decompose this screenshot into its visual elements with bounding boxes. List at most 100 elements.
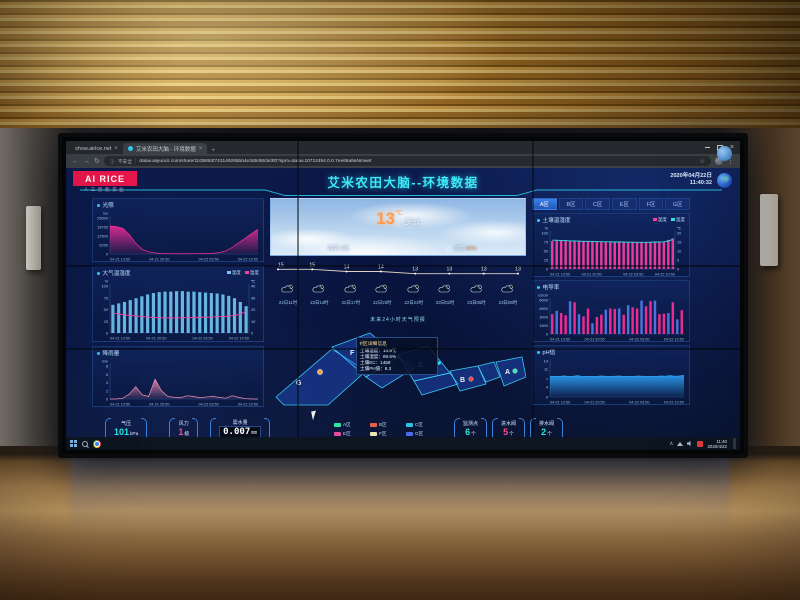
svg-text:4500: 4500 (539, 306, 548, 311)
svg-text:04-22 03:50: 04-22 03:50 (193, 337, 213, 341)
tab-title: 艾米农田大脑 - 环境数据 (135, 146, 196, 153)
panel-title: pH值 (542, 350, 556, 356)
svg-text:14: 14 (544, 359, 549, 364)
svg-text:04-22 03:50: 04-22 03:50 (623, 273, 643, 277)
svg-text:04-21 20:50: 04-21 20:50 (149, 403, 169, 407)
zone-tab-G区[interactable]: G区 (665, 198, 691, 210)
zone-tab-A区[interactable]: A区 (532, 198, 557, 210)
svg-text:2: 2 (106, 388, 108, 393)
zone-tab-E区[interactable]: E区 (612, 198, 637, 210)
screen-reflection (70, 456, 730, 534)
svg-text:04-21 13:50: 04-21 13:50 (550, 338, 570, 342)
taskbar-search-icon[interactable] (82, 440, 88, 447)
legend-item-F区: F区 (370, 430, 406, 439)
dashboard-body: 光照 0 6250 12500 18750 25000 lux 04-21 13:50 04-… (92, 198, 734, 442)
app-favicon-icon (127, 146, 133, 151)
right-column: A区 B区 C区 E区 F区 G区 土壤温湿度 湿度 温度 0 25 50 75 100% 0 5 10 1… (532, 198, 691, 413)
panel-air-temp-humidity: 大气温湿度 湿度 温度 0 25 50 75 100% 0 10 20 30 40 ℃ 04-21 13… (92, 266, 264, 342)
windows-start-icon[interactable] (70, 440, 77, 447)
panel-title: 降雨量 (102, 351, 120, 357)
zone-s-polygon[interactable] (477, 361, 501, 383)
profile-avatar[interactable] (715, 157, 723, 165)
zone-tab-B区[interactable]: B区 (558, 198, 584, 210)
minimize-icon[interactable] (704, 147, 710, 148)
tray-up-icon[interactable]: ∧ (669, 440, 674, 447)
svg-text:100: 100 (102, 284, 109, 289)
svg-text:℃: ℃ (251, 280, 256, 284)
divider: | (135, 158, 137, 164)
svg-text:04-22 03:50: 04-22 03:50 (199, 403, 219, 407)
svg-text:14: 14 (344, 265, 350, 271)
panel-title: 大气温湿度 (102, 271, 131, 277)
chart-legend: 湿度 温度 (652, 217, 685, 223)
volume-icon[interactable] (687, 441, 693, 446)
svg-text:04-21 13:50: 04-21 13:50 (550, 273, 570, 277)
soil-bars-line-chart: 0 25 50 75 100% 0 5 10 15 20℃ 04-21 13:50 04-21 20:… (542, 227, 683, 277)
browser-tab-2[interactable]: 艾米农田大脑 - 环境数据 × (122, 143, 208, 154)
bookmark-star-icon[interactable]: ☆ (699, 158, 705, 165)
zone-tab-C区[interactable]: C区 (585, 198, 611, 210)
zone-b-polygon[interactable] (449, 365, 487, 392)
panel-title: 电导率 (542, 285, 560, 291)
weather-now-panel: 13℃多云 西风 1级 湿度 66% (270, 198, 526, 256)
network-icon[interactable] (677, 441, 684, 446)
svg-text:4: 4 (106, 380, 109, 385)
current-temp: 13 (376, 209, 396, 228)
ph-area-chart: 0 4 7 11 14 04-21 13:50 04-21 20:50 04-22 03:50… (544, 359, 685, 405)
refresh-icon[interactable]: ↻ (94, 157, 100, 165)
zone-tab-F区[interactable]: F区 (638, 198, 664, 210)
menu-icon[interactable]: ⋮ (727, 157, 734, 165)
svg-text:6250: 6250 (99, 243, 108, 248)
display: show.airice.net × 艾米农田大脑 - 环境数据 × + × ← (66, 141, 740, 450)
new-tab-button[interactable]: + (211, 148, 215, 154)
bullet-icon (97, 271, 100, 275)
chart-legend: 湿度 温度 (226, 270, 259, 276)
show-desktop-button[interactable] (733, 438, 736, 449)
url-field[interactable]: ⓘ 不安全 | datav.aliyuncs.com/share/1b35884… (103, 156, 711, 166)
panel-light: 光照 0 6250 12500 18750 25000 lux 04-21 13:50 04-… (92, 198, 264, 262)
partly-cloudy-icon (281, 284, 293, 293)
zone-label-f: F (350, 350, 355, 357)
legend-item-B区: B区 (370, 421, 406, 430)
wind-info: 西风 1级 (320, 244, 349, 252)
droplet-icon (446, 245, 451, 252)
forward-icon[interactable]: → (83, 157, 90, 165)
tab-close-icon[interactable]: × (114, 145, 118, 152)
forecast-item: 23日08时 (494, 281, 522, 315)
zone-label-g: G (296, 380, 302, 387)
forecast-time: 22日23时 (404, 300, 423, 305)
browser-tab-1[interactable]: show.airice.net × (70, 143, 732, 161)
forecast-item: 23日05时 (463, 281, 491, 315)
svg-text:04-21 13:50: 04-21 13:50 (110, 403, 130, 407)
taskbar-clock[interactable]: 11:40 2020/4/22 (707, 438, 727, 449)
panel-rainfall: 降雨量 0 2 4 6 8 mm 04-21 13:50 04-21 20:50 04-22 0… (92, 346, 264, 407)
svg-text:50: 50 (544, 249, 549, 254)
close-icon[interactable]: × (729, 144, 734, 151)
partly-cloudy-icon (470, 284, 482, 293)
partly-cloudy-icon (344, 284, 356, 293)
pin-icon-g (317, 369, 323, 375)
svg-text:lux: lux (103, 212, 108, 216)
notification-badge-icon[interactable] (697, 440, 704, 447)
map-legend: A区 B区 C区 E区 F区 G区 (334, 421, 444, 439)
zone-tab-bar: A区 B区 C区 E区 F区 G区 (532, 198, 691, 210)
svg-text:04-21 20:50: 04-21 20:50 (585, 338, 605, 342)
info-icon[interactable]: ⓘ (109, 159, 115, 165)
page-title: 艾米农田大脑--环境数据 (327, 176, 479, 190)
svg-text:25: 25 (544, 258, 548, 263)
back-icon[interactable]: ← (72, 157, 79, 165)
svg-text:mm: mm (102, 360, 108, 364)
svg-text:0: 0 (546, 267, 549, 272)
datetime: 2020年04月22日 11:40:32 (670, 173, 712, 187)
svg-text:13: 13 (481, 267, 487, 273)
zone-c2-polygon[interactable] (413, 372, 459, 396)
chrome-taskbar-icon[interactable] (93, 439, 101, 448)
tab-close-icon[interactable]: × (198, 145, 203, 152)
svg-text:25: 25 (104, 319, 108, 324)
logo-subtitle: 人工智能农业 (83, 187, 127, 192)
forecast-item: 23日02时 (431, 281, 459, 315)
zone-a-polygon[interactable] (495, 356, 527, 387)
svg-text:18750: 18750 (97, 225, 109, 230)
